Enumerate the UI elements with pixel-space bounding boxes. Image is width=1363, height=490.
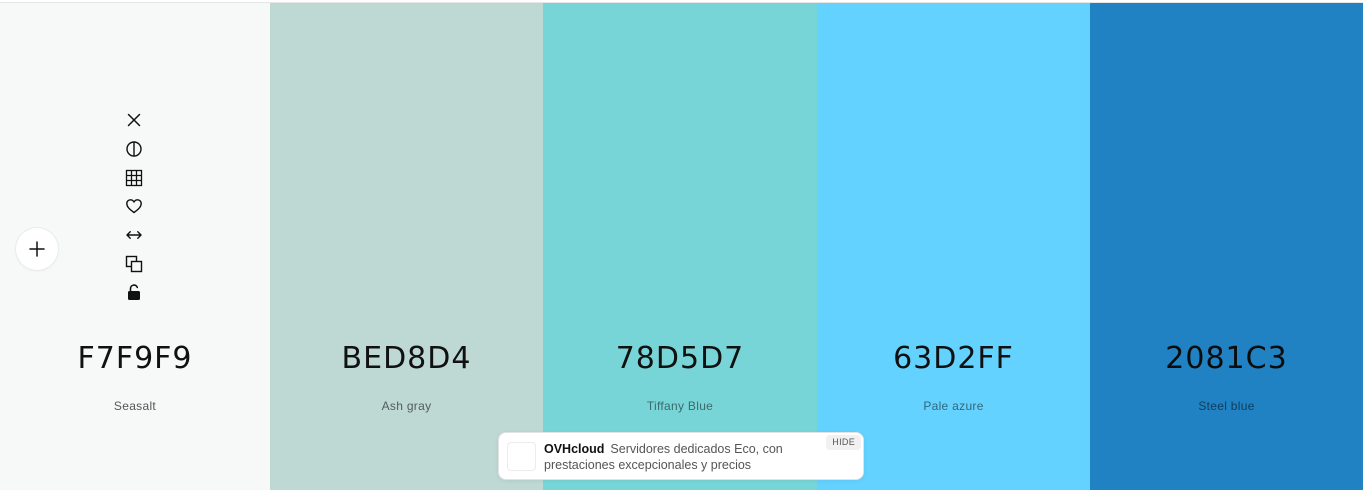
sponsored-ad[interactable]: OVHcloud Servidores dedicados Eco, con pr…	[498, 432, 864, 480]
view-shades-grid-button[interactable]	[121, 163, 147, 192]
color-name: Pale azure	[923, 399, 984, 413]
ad-description: Servidores dedicados Eco, con prestacion…	[544, 442, 783, 472]
swatch-toolbar	[121, 106, 147, 307]
color-hex-code[interactable]: BED8D4	[341, 341, 472, 376]
copy-hex-button[interactable]	[121, 249, 147, 278]
save-color-button[interactable]	[121, 192, 147, 221]
copy-icon	[125, 255, 143, 272]
ad-logo	[507, 442, 536, 471]
close-icon	[127, 114, 141, 127]
color-name: Steel blue	[1198, 399, 1255, 413]
lock-icon	[128, 284, 140, 301]
drag-color-button[interactable]	[121, 221, 147, 250]
shades-button[interactable]	[121, 135, 147, 164]
color-name: Tiffany Blue	[646, 399, 714, 413]
lock-color-button[interactable]	[121, 278, 147, 307]
heart-icon	[126, 199, 142, 214]
color-swatch[interactable]: 2081C3 Steel blue	[1090, 3, 1363, 490]
color-name: Ash gray	[381, 399, 432, 413]
color-hex-code[interactable]: 63D2FF	[893, 341, 1014, 376]
arrows-horizontal-icon	[126, 231, 142, 239]
color-swatch[interactable]: F7F9F9 Seasalt	[0, 3, 270, 490]
color-swatch[interactable]: 63D2FF Pale azure	[817, 3, 1090, 490]
color-hex-code[interactable]: F7F9F9	[77, 341, 193, 376]
color-swatch[interactable]: BED8D4 Ash gray	[270, 3, 543, 490]
ad-brand: OVHcloud	[544, 442, 605, 456]
contrast-icon	[126, 141, 142, 157]
color-hex-code[interactable]: 2081C3	[1165, 341, 1288, 376]
add-color-button[interactable]	[16, 228, 58, 270]
color-name: Seasalt	[113, 399, 157, 413]
ad-text[interactable]: OVHcloud Servidores dedicados Eco, con pr…	[544, 441, 814, 473]
remove-color-button[interactable]	[121, 106, 147, 135]
hide-ad-button[interactable]: HIDE	[826, 435, 861, 450]
color-hex-code[interactable]: 78D5D7	[615, 341, 745, 376]
plus-icon	[29, 241, 45, 257]
grid-icon	[125, 169, 143, 186]
color-swatch[interactable]: 78D5D7 Tiffany Blue	[543, 3, 817, 490]
